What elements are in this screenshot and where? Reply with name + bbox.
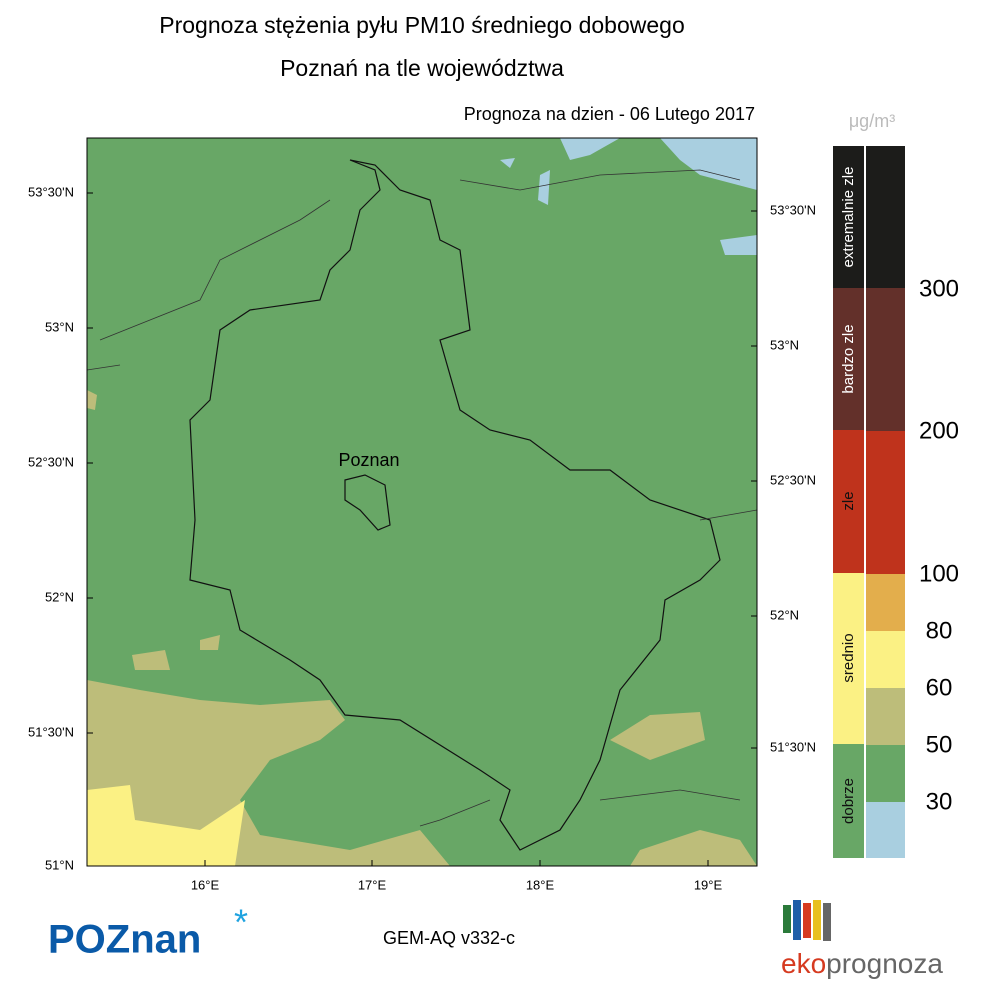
legend-labels: extremalnie zle bardzo zle zle srednio dobrz… <box>840 167 959 824</box>
map-axes: 53°30'N 53°N 52°30'N 52°N 51°30'N 51°N 53°30'N… <box>28 184 816 892</box>
threshold-label: 200 <box>919 417 959 444</box>
brand-prefix: eko <box>781 948 826 979</box>
lon-label: 19°E <box>694 877 723 892</box>
category-label: bardzo zle <box>840 324 857 393</box>
threshold-label: 60 <box>926 674 953 701</box>
lat-label: 52°30'N <box>28 454 74 469</box>
threshold-label: 50 <box>926 731 953 758</box>
brand: ekoprognoza <box>781 948 943 979</box>
subtitle: Poznań na tle województwa <box>280 55 564 81</box>
logo-star: * <box>234 902 248 943</box>
title: Prognoza stężenia pyłu PM10 średniego do… <box>159 12 685 38</box>
lat-label: 53°N <box>45 319 74 334</box>
lat-label: 51°30'N <box>770 739 816 754</box>
category-label: zle <box>840 491 857 510</box>
city-label: Poznan <box>338 450 399 470</box>
logo: POZnan <box>48 918 201 962</box>
poznan-logo: POZnan * <box>48 902 248 962</box>
lat-label: 53°N <box>770 337 799 352</box>
threshold-label: 80 <box>926 617 953 644</box>
category-label: srednio <box>840 633 857 682</box>
lat-label: 51°30'N <box>28 724 74 739</box>
eko-logo-icon <box>783 900 831 941</box>
model-name: GEM-AQ v332-c <box>383 928 515 948</box>
category-label: extremalnie zle <box>840 167 857 268</box>
lat-label: 52°N <box>770 607 799 622</box>
lon-label: 18°E <box>526 877 555 892</box>
lat-label: 51°N <box>45 857 74 872</box>
threshold-label: 30 <box>926 788 953 815</box>
lat-label: 52°30'N <box>770 472 816 487</box>
threshold-label: 100 <box>919 560 959 587</box>
lat-label: 53°30'N <box>770 202 816 217</box>
forecast-date: Prognoza na dzien - 06 Lutego 2017 <box>464 104 755 124</box>
map: Poznan <box>86 137 758 867</box>
lat-label: 53°30'N <box>28 184 74 199</box>
legend: μg/m³ <box>833 111 905 858</box>
legend-unit: μg/m³ <box>849 111 895 131</box>
category-label: dobrze <box>840 778 857 824</box>
lat-label: 52°N <box>45 589 74 604</box>
threshold-label: 300 <box>919 275 959 302</box>
brand-suffix: prognoza <box>826 948 943 979</box>
lon-label: 17°E <box>358 877 387 892</box>
lon-label: 16°E <box>191 877 220 892</box>
